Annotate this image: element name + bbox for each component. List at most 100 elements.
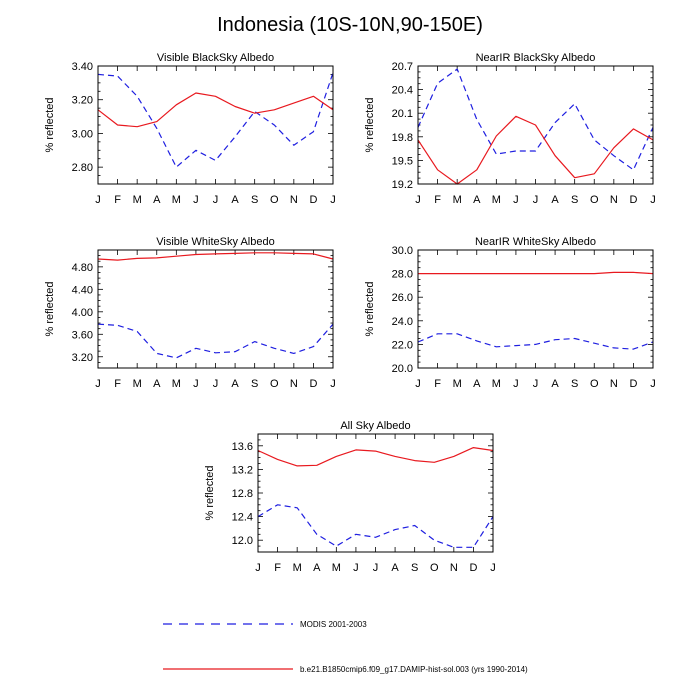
x-tick-label: D: [309, 194, 317, 206]
x-tick-label: M: [293, 562, 302, 574]
x-tick-label: S: [251, 194, 258, 206]
y-tick-label: 4.00: [72, 307, 93, 319]
x-tick-label: M: [172, 378, 181, 390]
y-tick-label: 22.0: [392, 339, 413, 351]
x-tick-label: A: [551, 378, 559, 390]
x-tick-label: J: [353, 562, 359, 574]
y-axis-label: % reflected: [364, 97, 376, 152]
x-tick-label: F: [434, 194, 441, 206]
x-tick-label: J: [193, 378, 199, 390]
x-tick-label: J: [95, 194, 101, 206]
x-tick-label: D: [309, 378, 317, 390]
y-tick-label: 3.20: [72, 352, 93, 364]
x-tick-label: O: [270, 378, 279, 390]
x-tick-label: A: [153, 378, 161, 390]
series-line-model: [257, 447, 494, 467]
series-line-modis: [97, 72, 334, 168]
x-tick-label: D: [469, 562, 477, 574]
legend: MODIS 2001-2003 b.e21.B1850cmip6.f09_g17…: [163, 620, 528, 674]
x-tick-label: J: [330, 194, 336, 206]
x-tick-label: O: [590, 194, 599, 206]
series-line-modis: [257, 504, 494, 548]
x-tick-label: D: [629, 194, 637, 206]
x-tick-label: S: [571, 378, 578, 390]
x-tick-label: M: [492, 194, 501, 206]
x-tick-label: A: [551, 194, 559, 206]
y-axis-label: % reflected: [364, 281, 376, 336]
x-tick-label: M: [172, 194, 181, 206]
x-tick-label: A: [231, 194, 239, 206]
x-tick-label: D: [629, 378, 637, 390]
y-tick-label: 13.6: [232, 441, 253, 453]
x-tick-label: O: [430, 562, 439, 574]
y-tick-label: 19.2: [392, 179, 413, 191]
series-line-modis: [417, 68, 654, 171]
x-tick-label: N: [290, 378, 298, 390]
y-tick-label: 3.40: [72, 61, 93, 73]
x-tick-label: J: [213, 378, 219, 390]
x-tick-label: A: [153, 194, 161, 206]
y-axis-label: % reflected: [44, 97, 56, 152]
y-tick-label: 20.4: [392, 85, 413, 97]
legend-modis-label: MODIS 2001-2003: [300, 620, 367, 629]
x-tick-label: N: [610, 194, 618, 206]
figure-title: Indonesia (10S-10N,90-150E): [217, 14, 483, 36]
x-tick-label: J: [255, 562, 261, 574]
x-tick-label: J: [373, 562, 379, 574]
x-tick-label: O: [270, 194, 279, 206]
y-tick-label: 26.0: [392, 292, 413, 304]
plot-frame: [417, 65, 654, 185]
x-tick-label: A: [473, 378, 481, 390]
y-tick-label: 20.7: [392, 61, 413, 73]
series-line-modis: [97, 323, 334, 359]
x-tick-label: J: [193, 194, 199, 206]
y-axis-label: % reflected: [204, 465, 216, 520]
x-tick-label: J: [513, 194, 519, 206]
x-tick-label: J: [533, 378, 539, 390]
x-tick-label: J: [513, 378, 519, 390]
x-tick-label: F: [114, 378, 121, 390]
y-tick-label: 19.5: [392, 155, 413, 167]
x-tick-label: J: [95, 378, 101, 390]
y-tick-label: 4.80: [72, 262, 93, 274]
y-tick-label: 19.8: [392, 132, 413, 144]
x-tick-label: S: [411, 562, 418, 574]
x-tick-label: S: [571, 194, 578, 206]
y-tick-label: 12.8: [232, 488, 253, 500]
plot-frame: [97, 65, 334, 185]
x-tick-label: N: [450, 562, 458, 574]
y-axis-label: % reflected: [44, 281, 56, 336]
x-tick-label: M: [332, 562, 341, 574]
x-tick-label: M: [453, 194, 462, 206]
x-tick-label: J: [330, 378, 336, 390]
series-line-model: [417, 115, 654, 185]
x-tick-label: N: [610, 378, 618, 390]
x-tick-label: J: [415, 194, 421, 206]
y-tick-label: 12.0: [232, 535, 253, 547]
panel-title: NearIR BlackSky Albedo: [476, 52, 596, 64]
y-tick-label: 28.0: [392, 269, 413, 281]
y-tick-label: 3.60: [72, 329, 93, 341]
y-tick-label: 13.2: [232, 464, 253, 476]
y-tick-label: 30.0: [392, 245, 413, 257]
x-tick-label: A: [391, 562, 399, 574]
x-tick-label: J: [533, 194, 539, 206]
x-tick-label: M: [133, 378, 142, 390]
x-tick-label: F: [114, 194, 121, 206]
x-tick-label: F: [274, 562, 281, 574]
x-tick-label: J: [415, 378, 421, 390]
x-tick-label: A: [231, 378, 239, 390]
panel-title: Visible WhiteSky Albedo: [156, 236, 274, 248]
y-tick-label: 2.80: [72, 162, 93, 174]
y-tick-label: 3.00: [72, 128, 93, 140]
x-tick-label: M: [133, 194, 142, 206]
x-tick-label: M: [492, 378, 501, 390]
x-tick-label: S: [251, 378, 258, 390]
panel-title: NearIR WhiteSky Albedo: [475, 236, 596, 248]
plot-frame: [257, 433, 494, 553]
y-tick-label: 20.0: [392, 363, 413, 375]
